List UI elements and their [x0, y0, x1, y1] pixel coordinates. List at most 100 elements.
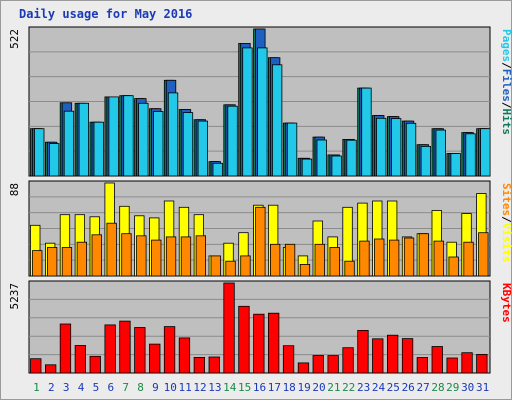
x-tick-label: 22 — [342, 381, 355, 394]
bar-sites-day-12 — [195, 235, 207, 277]
x-tick-label: 6 — [107, 381, 114, 394]
x-tick-label: 14 — [223, 381, 237, 394]
x-tick-label: 12 — [193, 381, 206, 394]
x-tick-label: 11 — [178, 381, 191, 394]
bar-pages-day-24 — [376, 117, 387, 177]
x-tick-label: 29 — [446, 381, 459, 394]
bar-kbytes-day-9 — [149, 343, 161, 374]
bar-kbytes-day-30 — [461, 352, 473, 374]
bar-pages-day-17 — [271, 64, 283, 177]
bar-pages-day-21 — [331, 155, 342, 177]
bar-pages-day-26 — [405, 122, 417, 177]
bar-kbytes-day-27 — [416, 357, 429, 374]
x-tick-label: 9 — [152, 381, 159, 394]
bar-pages-day-20 — [316, 139, 327, 177]
bar-pages-day-30 — [465, 133, 476, 177]
x-tick-label: 28 — [431, 381, 444, 394]
bar-kbytes-day-23 — [357, 329, 369, 374]
bar-kbytes-day-15 — [238, 305, 250, 374]
x-tick-label: 1 — [33, 381, 40, 394]
bar-sites-day-9 — [151, 239, 162, 277]
bar-pages-day-4 — [78, 102, 89, 177]
max-value-label: 5237 — [8, 283, 21, 310]
bar-sites-day-3 — [61, 247, 73, 277]
bar-kbytes-day-7 — [119, 320, 131, 374]
bar-kbytes-day-21 — [327, 355, 339, 374]
bar-sites-day-13 — [210, 255, 221, 277]
bar-sites-day-28 — [433, 240, 444, 277]
bar-sites-day-17 — [269, 243, 281, 277]
x-tick-label: 10 — [164, 381, 177, 394]
bar-pages-day-5 — [93, 121, 104, 177]
bar-sites-day-21 — [329, 247, 340, 277]
bar-kbytes-day-6 — [104, 324, 116, 374]
x-tick-label: 3 — [63, 381, 70, 394]
bar-sites-day-22 — [344, 260, 355, 277]
bar-kbytes-day-3 — [59, 323, 72, 374]
bar-sites-day-8 — [136, 235, 147, 277]
bar-pages-day-10 — [167, 92, 179, 177]
x-tick-label: 15 — [238, 381, 251, 394]
bar-pages-day-13 — [212, 162, 223, 177]
bar-sites-day-1 — [32, 250, 43, 277]
bar-sites-day-4 — [76, 241, 87, 277]
legend-entry: Pages — [500, 29, 512, 62]
bar-sites-day-24 — [374, 238, 385, 277]
bar-sites-day-6 — [106, 222, 117, 277]
bar-pages-day-18 — [286, 122, 298, 177]
bar-kbytes-day-17 — [267, 312, 280, 374]
bar-sites-day-31 — [478, 232, 489, 277]
bar-pages-day-14 — [227, 105, 238, 177]
bar-sites-day-30 — [463, 241, 474, 277]
bar-sites-day-18 — [284, 243, 296, 277]
legend-visits-sites: Sites/Visits — [500, 183, 512, 263]
bar-pages-day-12 — [197, 120, 209, 177]
x-tick-label: 7 — [122, 381, 129, 394]
bar-kbytes-day-2 — [45, 364, 57, 374]
bar-kbytes-day-20 — [312, 355, 324, 374]
bar-pages-day-11 — [182, 112, 194, 177]
bar-sites-day-26 — [403, 237, 415, 277]
bar-kbytes-day-22 — [342, 347, 354, 374]
bar-sites-day-25 — [388, 239, 400, 277]
legend-kbytes: KBytes — [500, 283, 512, 323]
bar-pages-day-22 — [346, 139, 357, 177]
x-tick-label: 21 — [327, 381, 340, 394]
bar-sites-day-5 — [91, 234, 102, 277]
x-tick-label: 4 — [78, 381, 85, 394]
bar-pages-day-19 — [301, 158, 313, 177]
bar-sites-day-11 — [180, 236, 192, 277]
legend-entry: KBytes — [500, 283, 512, 323]
bar-kbytes-day-12 — [193, 356, 206, 374]
x-tick-label: 13 — [208, 381, 221, 394]
bar-sites-day-23 — [359, 240, 370, 277]
bar-kbytes-day-8 — [134, 327, 146, 374]
bar-pages-day-2 — [49, 143, 60, 177]
bar-kbytes-day-26 — [401, 338, 414, 374]
bar-kbytes-day-24 — [372, 338, 384, 374]
x-tick-label: 31 — [476, 381, 489, 394]
bar-sites-day-15 — [240, 255, 251, 277]
x-tick-label: 16 — [253, 381, 266, 394]
max-value-label: 522 — [8, 29, 21, 49]
bar-pages-day-29 — [450, 153, 461, 177]
x-tick-label: 2 — [48, 381, 55, 394]
bar-pages-day-15 — [242, 47, 253, 177]
x-tick-label: 18 — [283, 381, 296, 394]
x-tick-label: 24 — [372, 381, 386, 394]
x-tick-label: 20 — [312, 381, 325, 394]
bar-pages-day-3 — [63, 110, 75, 177]
bar-pages-day-27 — [420, 145, 432, 177]
bar-sites-day-27 — [418, 233, 430, 277]
bar-sites-day-16 — [255, 206, 266, 277]
legend-entry: Visits — [500, 223, 512, 263]
bar-kbytes-day-4 — [74, 345, 86, 374]
bar-sites-day-2 — [47, 247, 58, 277]
bar-kbytes-day-19 — [297, 362, 310, 374]
bar-sites-day-10 — [165, 236, 177, 277]
bar-pages-day-1 — [34, 128, 45, 177]
bar-kbytes-day-10 — [163, 326, 176, 374]
max-value-label: 88 — [8, 183, 21, 196]
bar-pages-day-23 — [361, 87, 372, 177]
